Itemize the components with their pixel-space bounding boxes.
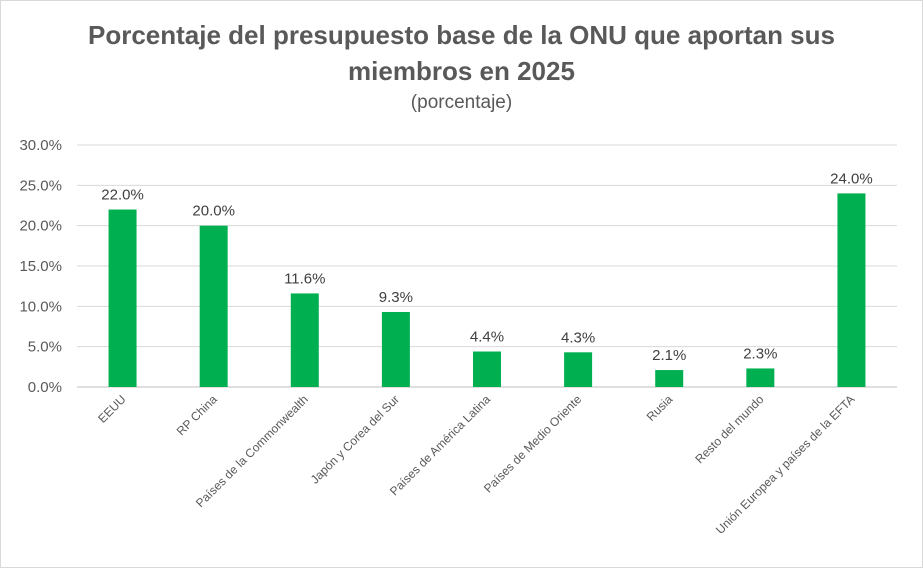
data-label: 2.3% xyxy=(743,345,777,362)
bar xyxy=(655,370,684,387)
bar xyxy=(837,193,866,387)
bar xyxy=(473,351,501,387)
y-tick-label: 30.0% xyxy=(19,137,62,154)
y-tick-label: 0.0% xyxy=(28,379,62,396)
y-tick-label: 5.0% xyxy=(28,339,62,356)
x-tick-label: Países de América Latina xyxy=(387,392,493,498)
bar xyxy=(108,209,137,387)
y-tick-label: 15.0% xyxy=(19,258,62,275)
x-tick-label: RP China xyxy=(174,392,220,438)
x-tick-label: Rusia xyxy=(644,392,676,424)
chart-title-line2: miembros en 2025 xyxy=(348,56,575,86)
data-label: 24.0% xyxy=(830,170,873,187)
y-tick-label: 20.0% xyxy=(19,218,62,235)
y-tick-label: 10.0% xyxy=(19,298,62,315)
data-label: 4.3% xyxy=(561,329,595,346)
y-tick-label: 25.0% xyxy=(19,177,62,194)
bar xyxy=(290,293,319,387)
x-tick-label: EEUU xyxy=(95,392,128,425)
bar xyxy=(746,368,775,387)
data-label: 9.3% xyxy=(379,289,413,306)
x-tick-label: Japón y Corea del Sur xyxy=(308,392,402,486)
chart-title-line1: Porcentaje del presupuesto base de la ON… xyxy=(88,20,835,50)
bar xyxy=(564,352,593,387)
data-label: 11.6% xyxy=(284,270,325,287)
chart-subtitle: (porcentaje) xyxy=(410,92,513,113)
data-label: 4.4% xyxy=(470,329,504,346)
data-label: 2.1% xyxy=(652,347,686,364)
x-tick-label: Países de Medio Oriente xyxy=(481,392,585,496)
data-label: 20.0% xyxy=(192,203,235,220)
data-label: 22.0% xyxy=(101,187,144,204)
x-tick-label: Resto del mundo xyxy=(692,392,766,466)
bar xyxy=(199,225,228,387)
bar xyxy=(381,311,410,387)
